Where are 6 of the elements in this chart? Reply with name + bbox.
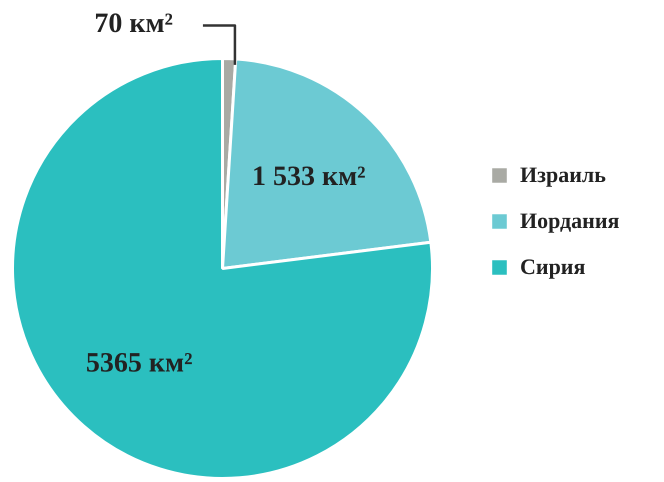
- data-label: 5365 км²: [86, 348, 192, 378]
- legend-label: Израиль: [520, 162, 606, 188]
- data-label: 1 533 км²: [252, 161, 366, 192]
- data-label: 70 км²: [94, 8, 173, 39]
- legend-label: Иордания: [520, 208, 620, 234]
- legend-label: Сирия: [520, 254, 586, 280]
